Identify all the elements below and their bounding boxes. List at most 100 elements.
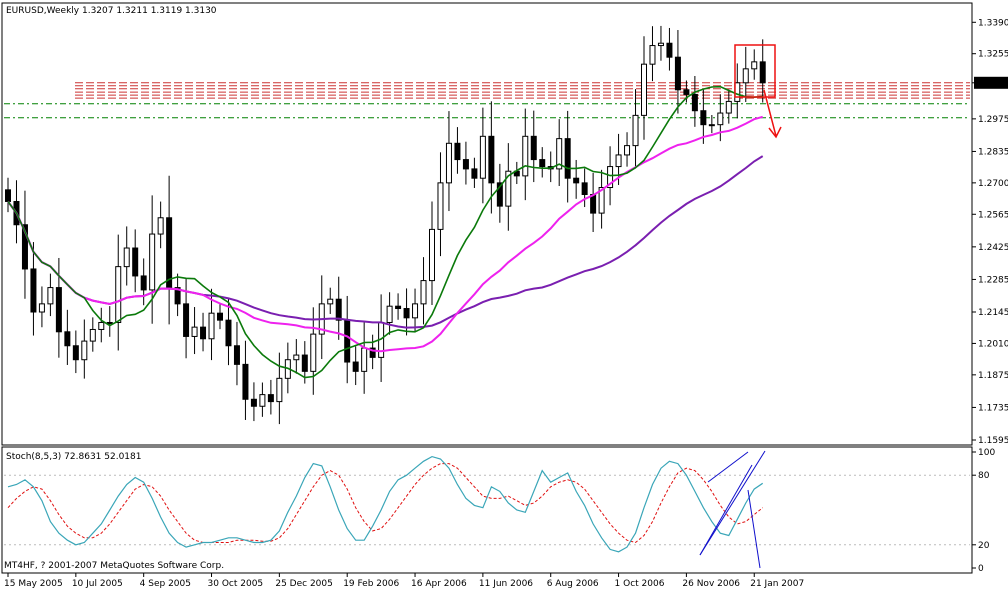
candle-body: [30, 268, 37, 313]
price-panel-frame: [1, 2, 973, 446]
candle-body: [632, 114, 639, 147]
trendline: [699, 464, 753, 556]
candle-body: [454, 142, 461, 161]
annotation-arrow: [763, 89, 777, 137]
price-tick-label: 1.3255: [978, 50, 1008, 60]
candle-body: [140, 275, 147, 291]
candle-body: [624, 145, 631, 156]
trendline: [747, 489, 761, 569]
candle-body: [106, 321, 113, 324]
candle-body: [259, 394, 266, 407]
time-tick-label: 15 May 2005: [4, 579, 63, 589]
price-tick-label: 1.2010: [978, 339, 1008, 349]
candle-body: [573, 177, 580, 184]
stoch-tick-label: 20: [978, 541, 990, 551]
candle-body: [72, 345, 79, 361]
annotation-arrow-head: [768, 126, 782, 139]
price-panel[interactable]: EURUSD,Weekly 1.3207 1.3211 1.3119 1.313…: [1, 2, 973, 446]
candle-body: [250, 398, 257, 407]
stoch-label: Stoch(8,5,3) 72.8631 52.0181: [6, 452, 141, 462]
price-tick-label: 1.2565: [978, 210, 1008, 220]
time-tick-label: 6 Aug 2006: [547, 579, 599, 589]
candle-body: [293, 354, 300, 361]
price-tick-label: 1.1595: [978, 436, 1008, 446]
candle-body: [420, 280, 427, 305]
annotation-box-and-arrow: [734, 44, 782, 139]
current-price-box: [974, 76, 1008, 89]
price-tick-label: 1.1735: [978, 403, 1008, 413]
candle-body: [539, 159, 546, 168]
candle-body: [183, 303, 190, 337]
candle-body: [89, 328, 96, 342]
candle-body: [649, 45, 656, 65]
candle-body: [208, 312, 215, 340]
candles: [5, 25, 766, 425]
candle-body: [403, 308, 410, 319]
candle-body: [479, 135, 486, 179]
stoch-main-line: [7, 455, 764, 553]
candle-body: [725, 100, 732, 114]
candle-body: [590, 193, 597, 214]
stoch-tick-label: 0: [978, 564, 984, 574]
candle-body: [174, 287, 181, 305]
candle-body: [530, 135, 537, 161]
candle-body: [352, 361, 359, 372]
candle-body: [598, 187, 605, 214]
candle-body: [615, 154, 622, 168]
candle-body: [717, 112, 724, 126]
candle-body: [395, 305, 402, 310]
candle-body: [683, 89, 690, 95]
price-tick-label: 1.2975: [978, 115, 1008, 125]
time-tick-label: 4 Sep 2005: [140, 579, 191, 589]
stochastic-panel[interactable]: Stoch(8,5,3) 72.8631 52.0181 MT4HF, ? 20…: [1, 446, 973, 574]
candle-body: [149, 233, 156, 291]
time-tick-label: 21 Jan 2007: [750, 579, 804, 589]
candle-body: [267, 394, 274, 403]
candle-body: [471, 168, 478, 179]
candle-body: [123, 247, 130, 268]
price-tick-label: 1.2700: [978, 179, 1008, 189]
stoch-tick-label: 80: [978, 471, 990, 481]
candle-body: [505, 170, 512, 207]
trendlines: [699, 450, 766, 569]
price-tick-label: 1.2145: [978, 308, 1008, 318]
candle-body: [445, 142, 452, 184]
candle-body: [327, 298, 334, 305]
time-axis: 15 May 2005 10 Jul 2005 4 Sep 2005 30 Oct 2…: [4, 573, 804, 589]
price-tick-label: 1.1875: [978, 371, 1008, 381]
price-tick-label: 1.2425: [978, 243, 1008, 253]
candle-body: [700, 110, 707, 126]
candle-body: [55, 287, 62, 333]
candle-body: [708, 124, 715, 127]
candle-body: [674, 56, 681, 91]
candle-body: [47, 287, 54, 305]
candle-body: [81, 340, 88, 361]
candle-body: [581, 182, 588, 195]
time-tick-label: 25 Dec 2005: [275, 579, 333, 589]
price-tick-label: 1.2285: [978, 275, 1008, 285]
candle-body: [666, 42, 673, 58]
candle-body: [276, 377, 283, 403]
time-tick-label: 30 Oct 2005: [208, 579, 264, 589]
candle-body: [607, 166, 614, 189]
annotation-box: [734, 44, 776, 98]
candle-body: [386, 305, 393, 323]
time-tick-label: 11 Jun 2006: [479, 579, 533, 589]
candle-body: [462, 159, 469, 170]
time-tick-label: 10 Jul 2005: [72, 579, 123, 589]
stoch-signal-line: [7, 463, 764, 544]
candle-body: [217, 312, 223, 321]
candle-body: [98, 321, 105, 330]
candle-body: [115, 266, 122, 323]
candle-body: [5, 189, 11, 202]
candle-body: [301, 354, 308, 372]
candle-body: [21, 224, 28, 270]
price-tick-label: 1.2835: [978, 147, 1008, 157]
candle-body: [335, 298, 342, 321]
price-axis: 1.3390 1.3255 1.3130 1.2975 1.2835 1.2700 1.25…: [972, 18, 1008, 446]
copyright-text: MT4HF, ? 2001-2007 MetaQuotes Software C…: [4, 561, 224, 571]
candle-body: [64, 331, 71, 347]
candle-body: [242, 363, 249, 400]
candle-body: [496, 182, 503, 207]
